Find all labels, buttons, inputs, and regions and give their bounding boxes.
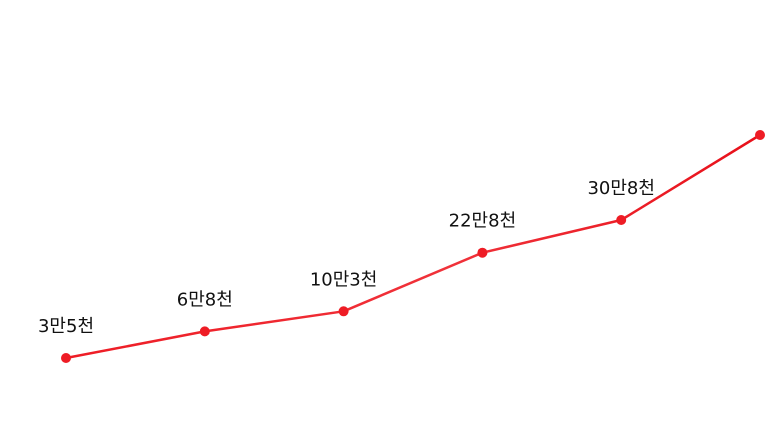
data-point	[755, 130, 765, 140]
data-label: 3만5천	[38, 316, 94, 337]
data-label: 6만8천	[177, 289, 233, 310]
series-line	[65, 133, 761, 360]
data-point	[199, 326, 210, 337]
data-label: 10만3천	[310, 269, 377, 290]
data-point	[338, 306, 349, 317]
data-label: 30만8천	[587, 178, 654, 199]
data-label-layer: 3만5천 6만8천 10만3천 22만8천 30만8천	[38, 178, 655, 337]
data-label: 22만8천	[449, 211, 516, 232]
data-point	[477, 247, 488, 258]
series-layer	[65, 133, 761, 360]
marker-layer	[61, 130, 765, 363]
data-point	[616, 215, 627, 225]
data-point	[61, 353, 71, 363]
